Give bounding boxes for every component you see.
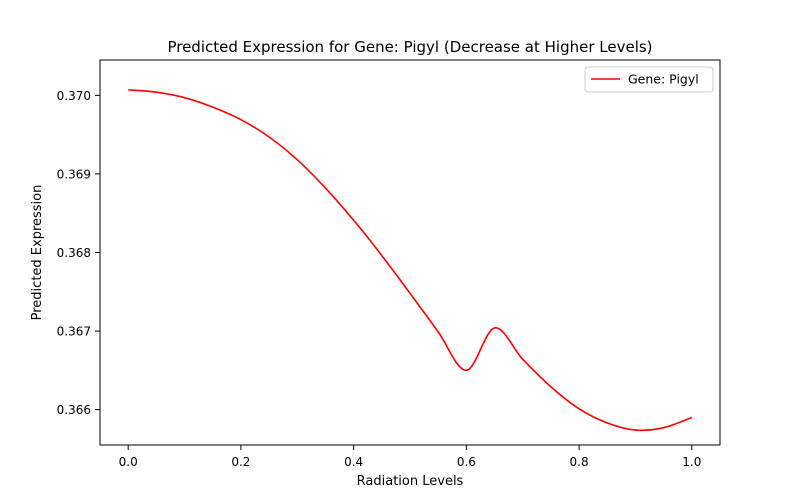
x-tick-label: 0.2 [231,455,250,469]
axis-ticks: 0.0 0.2 0.4 0.6 0.8 1.0 0.366 0.367 0.368 0.369 0.… [57,89,702,469]
legend-box [584,66,714,93]
x-tick-label: 0.0 [119,455,138,469]
y-tick-label: 0.368 [57,246,91,260]
x-tick-label: 1.0 [682,455,701,469]
plot-frame [99,59,721,446]
y-tick-label: 0.370 [57,89,91,103]
x-tick-label: 0.4 [344,455,363,469]
chart-title: Predicted Expression for Gene: Pigyl (De… [167,38,652,56]
legend: Gene: Pigyl [584,66,714,93]
series-line [128,89,693,432]
y-tick-label: 0.367 [57,325,91,339]
series-layer [128,89,693,432]
y-tick-label: 0.369 [57,167,91,181]
y-axis-label: Predicted Expression [30,185,45,321]
legend-label: Gene: Pigyl [628,72,699,87]
x-tick-label: 0.6 [457,455,476,469]
y-tick-label: 0.366 [57,403,91,417]
x-axis-label: Radiation Levels [357,474,464,489]
x-tick-label: 0.8 [570,455,589,469]
